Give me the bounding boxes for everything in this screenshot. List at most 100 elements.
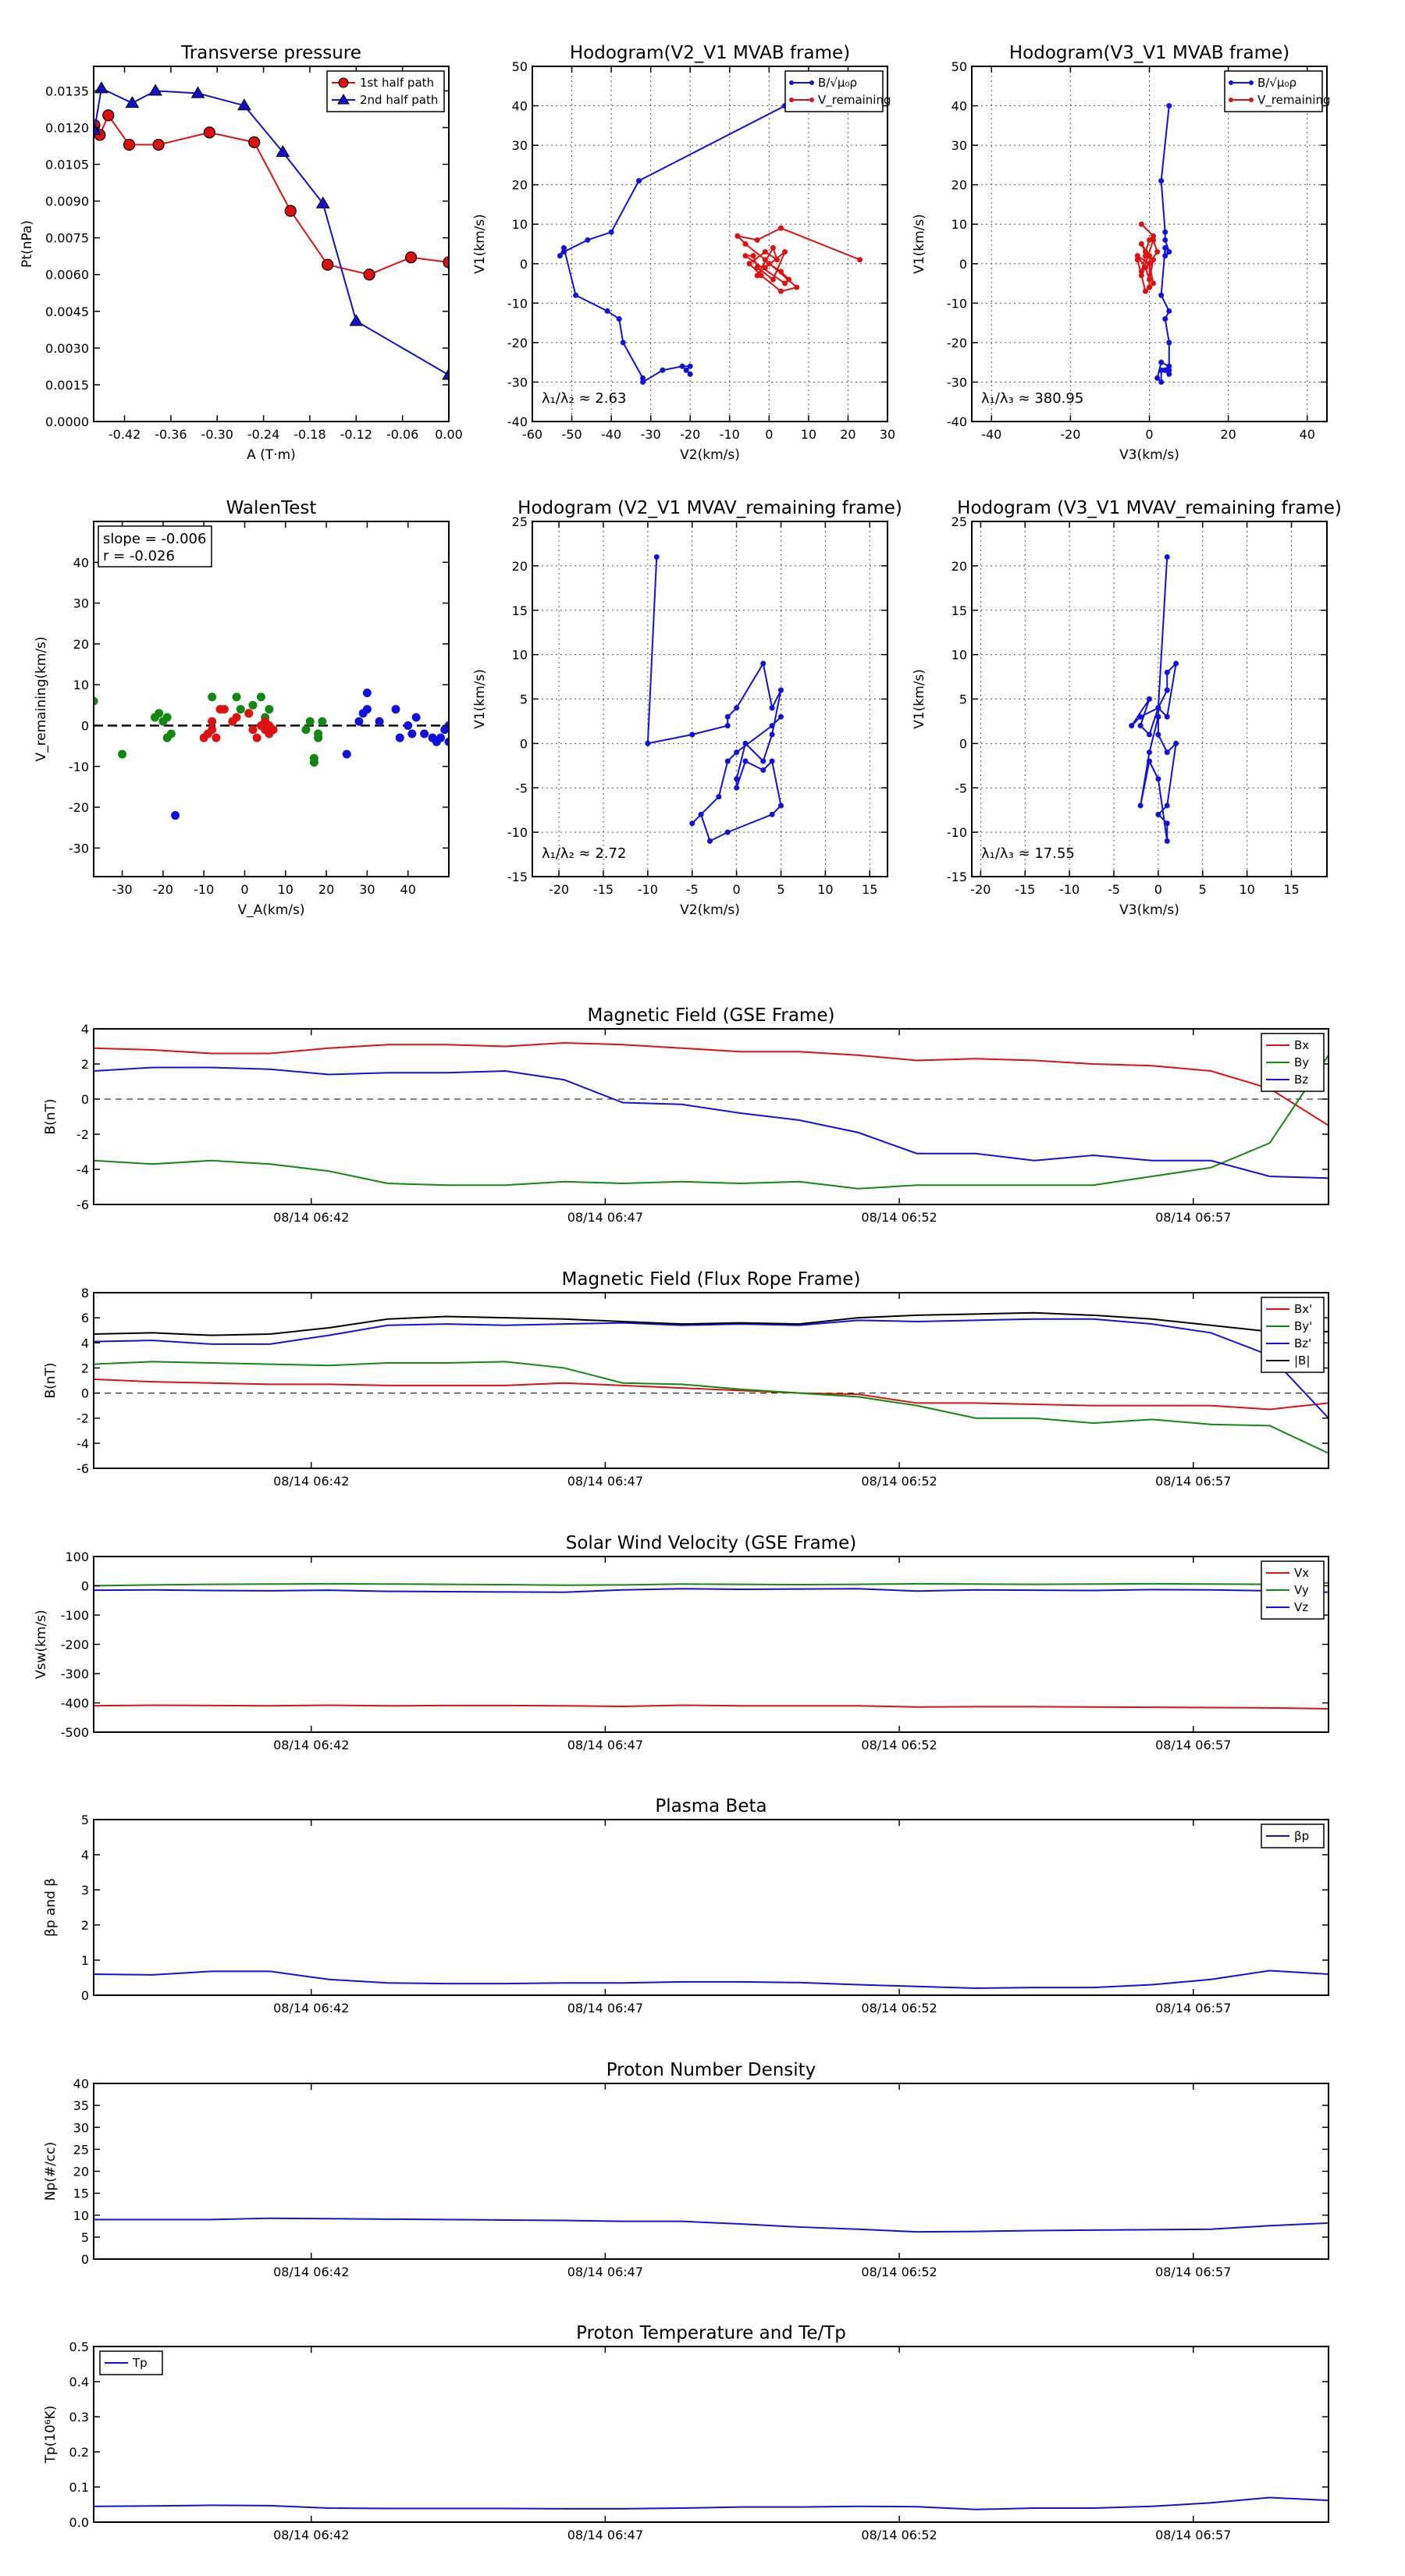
chart-title: Plasma Beta bbox=[655, 1796, 767, 1816]
chart-title: Hodogram (V3_V1 MVAV_remaining frame) bbox=[957, 498, 1342, 518]
y-tick-label: 0 bbox=[81, 718, 89, 733]
data-point bbox=[1166, 103, 1172, 109]
data-point bbox=[645, 740, 651, 746]
x-tick-label: 08/14 06:42 bbox=[273, 1738, 349, 1752]
y-tick-label: 1 bbox=[81, 1953, 89, 1968]
data-point bbox=[762, 265, 768, 271]
data-point bbox=[407, 729, 417, 738]
data-point bbox=[314, 729, 323, 738]
data-point bbox=[1142, 265, 1148, 271]
legend-marker bbox=[789, 80, 794, 85]
x-tick-label: 0.00 bbox=[435, 427, 463, 442]
data-point bbox=[301, 725, 311, 735]
data-point bbox=[762, 257, 768, 263]
legend-label: 1st half path bbox=[360, 76, 434, 90]
y-tick-label: 30 bbox=[73, 596, 89, 611]
data-point bbox=[203, 126, 215, 139]
series-line bbox=[94, 1311, 1329, 1336]
y-tick-label: 0.0135 bbox=[45, 84, 89, 98]
data-point bbox=[760, 758, 767, 764]
data-point bbox=[640, 379, 646, 385]
y-tick-label: -4 bbox=[76, 1436, 89, 1451]
x-axis-label: V2(km/s) bbox=[680, 902, 740, 918]
series-line bbox=[646, 557, 782, 842]
x-tick-label: 5 bbox=[1199, 882, 1207, 897]
x-tick-label: 08/14 06:42 bbox=[273, 2528, 349, 2542]
y-tick-label: 20 bbox=[951, 178, 967, 193]
data-point bbox=[442, 368, 449, 380]
data-point bbox=[1147, 749, 1152, 756]
series-line bbox=[94, 87, 449, 376]
y-tick-label: 10 bbox=[951, 217, 967, 232]
data-point bbox=[1137, 802, 1144, 809]
data-point bbox=[769, 723, 775, 729]
data-point bbox=[1142, 249, 1148, 255]
legend-label: Vx bbox=[1294, 1566, 1309, 1580]
data-point bbox=[363, 269, 375, 281]
series-line bbox=[94, 1066, 1329, 1179]
data-point bbox=[794, 284, 800, 290]
chart-title: Hodogram(V3_V1 MVAB frame) bbox=[1009, 43, 1289, 63]
data-point bbox=[1164, 802, 1170, 809]
series-group bbox=[94, 688, 449, 820]
x-tick-label: -15 bbox=[593, 882, 614, 897]
y-axis-label: βp and β bbox=[43, 1878, 59, 1937]
data-point bbox=[1162, 253, 1168, 259]
y-tick-label: -4 bbox=[76, 1162, 89, 1177]
legend-label: B/√μ₀ρ bbox=[818, 76, 857, 90]
x-tick-label: 08/14 06:57 bbox=[1155, 1738, 1231, 1752]
plot-frame bbox=[93, 1292, 1329, 1469]
y-tick-label: 2 bbox=[81, 1361, 89, 1375]
x-tick-label: 10 bbox=[1239, 882, 1254, 897]
data-point bbox=[375, 717, 384, 726]
y-tick-label: 0.0 bbox=[69, 2515, 89, 2530]
y-tick-label: 10 bbox=[73, 2208, 89, 2223]
data-point bbox=[573, 292, 579, 298]
data-point bbox=[750, 253, 756, 259]
plot-frame bbox=[93, 66, 450, 422]
chart-title: Solar Wind Velocity (GSE Frame) bbox=[566, 1533, 856, 1553]
data-point bbox=[754, 237, 760, 243]
x-tick-label: 0 bbox=[733, 882, 741, 897]
y-tick-label: -30 bbox=[507, 375, 528, 390]
data-point bbox=[1147, 276, 1152, 283]
x-tick-label: -0.36 bbox=[155, 427, 187, 442]
data-point bbox=[778, 269, 784, 275]
data-point bbox=[1158, 292, 1165, 298]
y-axis-label: B(nT) bbox=[43, 1362, 59, 1398]
data-point bbox=[770, 245, 776, 251]
data-point bbox=[689, 731, 695, 738]
data-point bbox=[769, 731, 775, 738]
data-point bbox=[770, 276, 776, 283]
x-tick-label: 08/14 06:47 bbox=[567, 2001, 643, 2016]
y-tick-label: 20 bbox=[512, 559, 528, 574]
data-point bbox=[436, 733, 446, 742]
chart-title: Transverse pressure bbox=[180, 43, 361, 63]
y-tick-label: 0.0090 bbox=[45, 194, 89, 209]
y-tick-label: 0.1 bbox=[69, 2480, 89, 2495]
data-point bbox=[1164, 820, 1170, 827]
y-tick-label: 4 bbox=[81, 1022, 89, 1037]
y-tick-label: 100 bbox=[65, 1550, 89, 1564]
x-tick-label: 08/14 06:42 bbox=[273, 2001, 349, 2016]
legend-marker bbox=[1229, 98, 1233, 102]
x-tick-label: -20 bbox=[680, 427, 700, 442]
series-group bbox=[94, 1041, 1329, 1190]
legend-label: |B| bbox=[1294, 1354, 1310, 1368]
x-tick-label: 08/14 06:52 bbox=[861, 1474, 937, 1489]
series-line bbox=[94, 1588, 1329, 1593]
data-point bbox=[256, 692, 265, 702]
y-tick-label: 4 bbox=[81, 1336, 89, 1350]
data-point bbox=[318, 717, 327, 726]
y-tick-label: 5 bbox=[81, 2230, 89, 2245]
y-tick-label: 0 bbox=[81, 1386, 89, 1401]
data-point bbox=[1151, 257, 1157, 263]
solar-wind-velocity-chart: 08/14 06:42 08/14 06:47 08/14 06:52 08/14 0… bbox=[34, 1533, 1329, 1752]
legend-label: βp bbox=[1294, 1829, 1309, 1843]
data-point bbox=[102, 109, 115, 122]
data-point bbox=[94, 81, 108, 94]
data-point bbox=[742, 253, 749, 259]
data-point bbox=[560, 249, 567, 255]
data-point bbox=[1142, 288, 1148, 294]
series-group bbox=[94, 81, 449, 380]
